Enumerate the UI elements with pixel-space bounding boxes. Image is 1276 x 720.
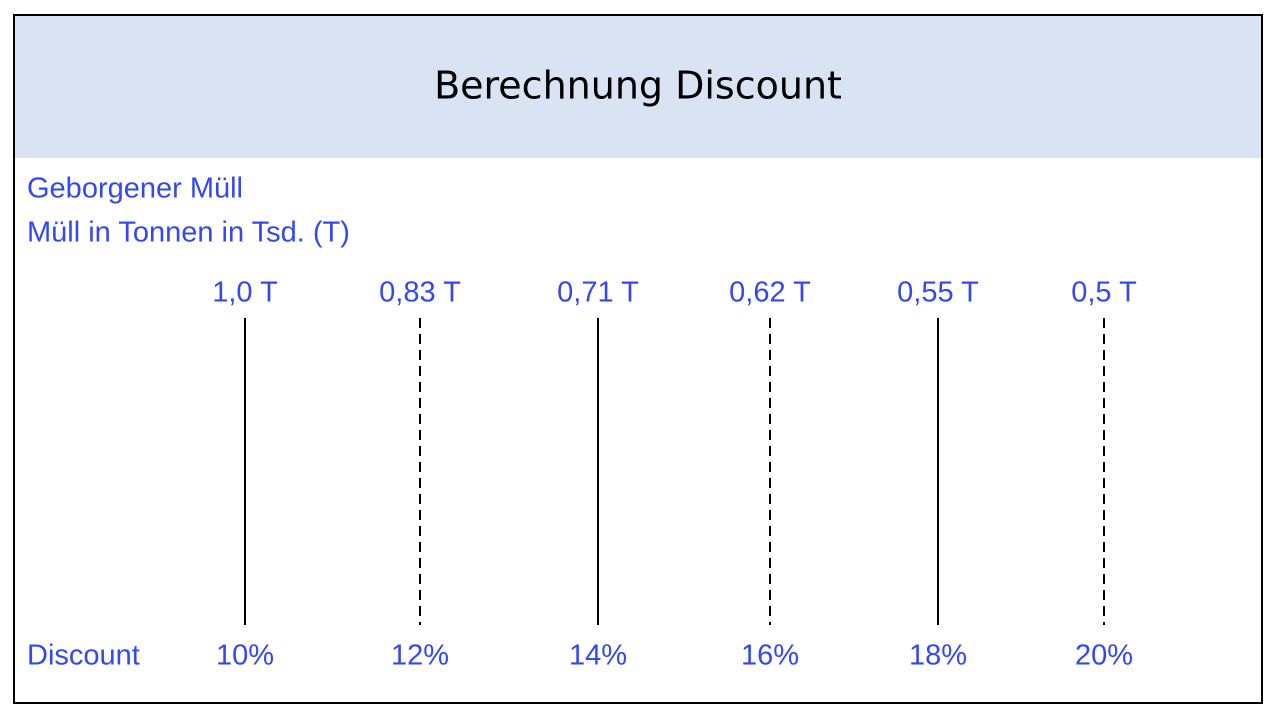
bottom-label: 18% — [909, 640, 967, 672]
label: Müll in Tonnen in Tsd. (T) — [27, 217, 350, 249]
bottom-label: 12% — [391, 640, 449, 672]
title: Berechnung Discount — [434, 64, 842, 108]
top-label: 0,83 T — [379, 277, 461, 309]
label: Geborgener Müll — [27, 173, 243, 205]
bottom-label: 10% — [216, 640, 274, 672]
bottom-label: 20% — [1075, 640, 1133, 672]
top-label: 0,71 T — [557, 277, 639, 309]
bottom-label: 16% — [741, 640, 799, 672]
header-band — [15, 16, 1261, 158]
top-label: 1,0 T — [212, 277, 278, 309]
top-label: 0,5 T — [1071, 277, 1137, 309]
top-label: 0,62 T — [729, 277, 811, 309]
bottom-label: 14% — [569, 640, 627, 672]
top-label: 0,55 T — [897, 277, 979, 309]
row-label: Discount — [27, 640, 140, 672]
